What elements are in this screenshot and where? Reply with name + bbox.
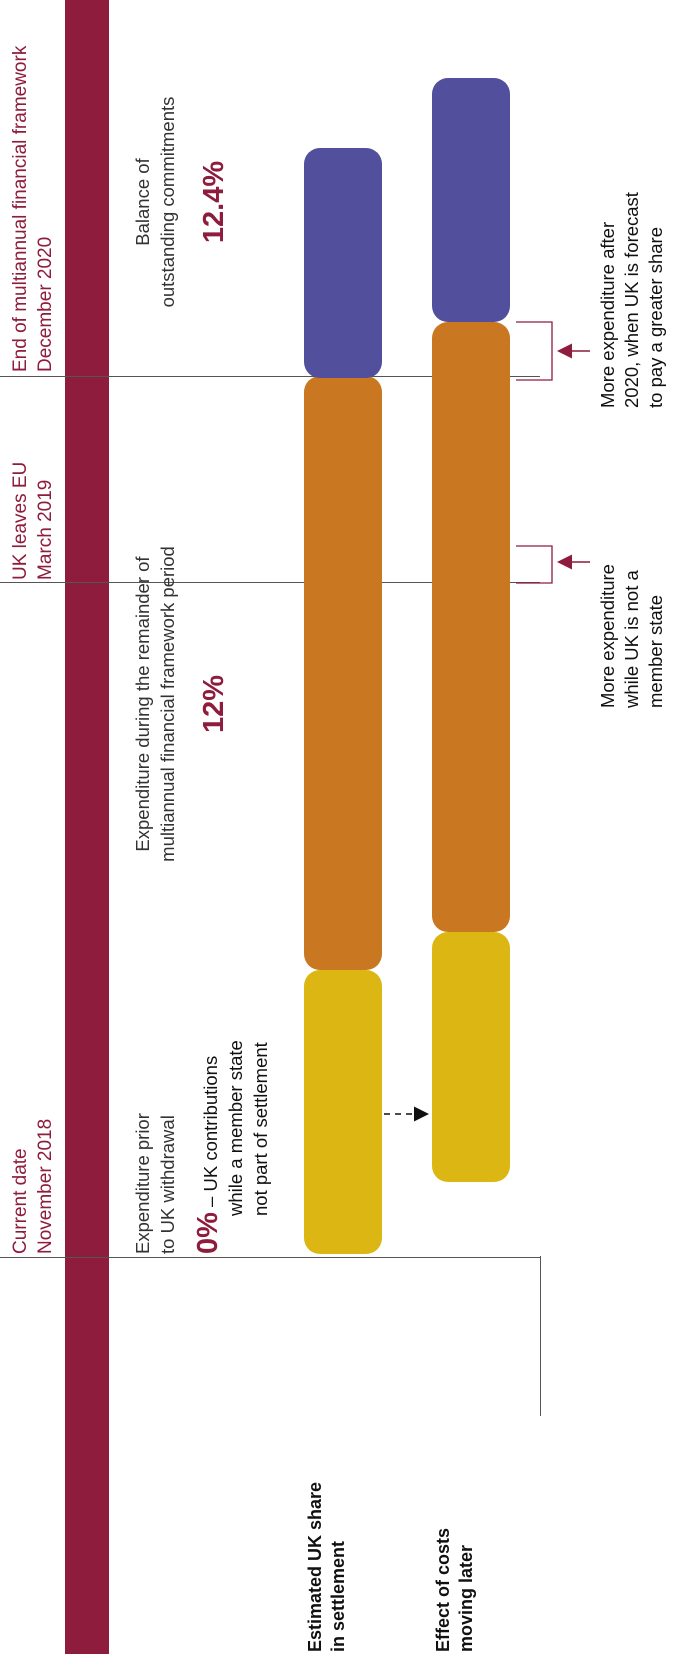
- note-after-2020-line3: to pay a greater share: [645, 227, 666, 408]
- note-not-member-line1: More expenditure: [597, 564, 618, 708]
- note-after-2020: More expenditure after 2020, when UK is …: [596, 192, 668, 408]
- bracket-after-2020: [516, 321, 553, 381]
- note-not-member: More expenditure while UK is not a membe…: [596, 564, 668, 708]
- note-after-2020-line2: 2020, when UK is forecast: [621, 192, 642, 408]
- note-not-member-line3: member state: [645, 594, 666, 708]
- bracket-not-member: [516, 545, 553, 584]
- note-not-member-line2: while UK is not a: [621, 570, 642, 708]
- note-after-2020-line1: More expenditure after: [597, 221, 618, 408]
